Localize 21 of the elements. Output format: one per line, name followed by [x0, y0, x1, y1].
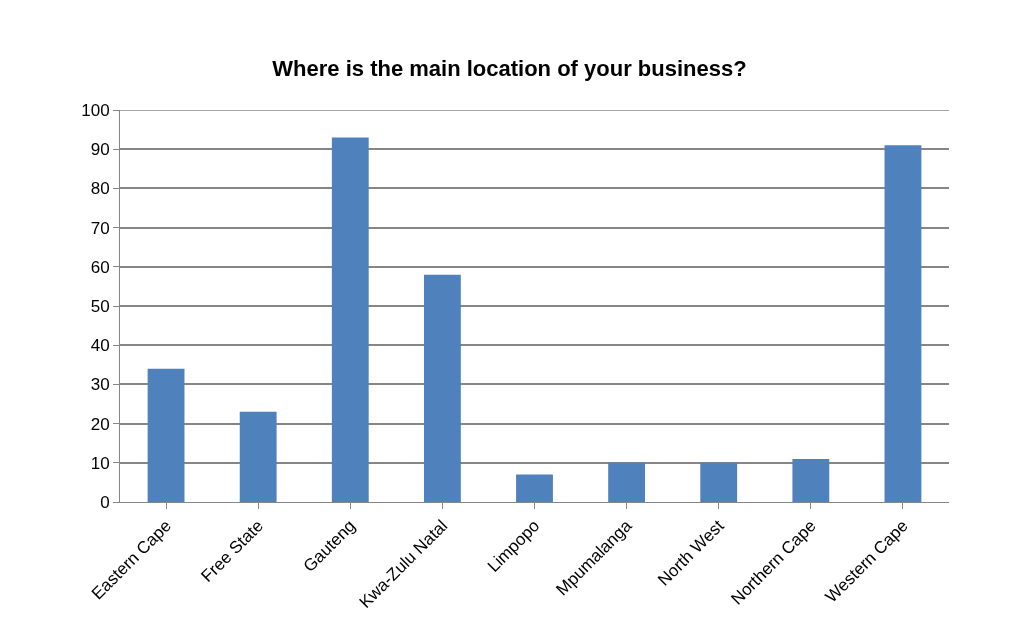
chart-title: Where is the main location of your business? [272, 56, 747, 82]
bar [331, 137, 369, 502]
bar [884, 145, 922, 502]
bar [147, 368, 185, 502]
bar [700, 462, 738, 502]
bar [608, 462, 646, 502]
y-tick-label: 90 [90, 140, 110, 160]
y-tick-label: 0 [100, 492, 110, 512]
bar [516, 474, 553, 502]
y-tick-label: 40 [90, 336, 110, 356]
y-tick-label: 80 [90, 179, 110, 199]
y-tick-label: 20 [90, 414, 110, 434]
bar [792, 458, 830, 502]
y-tick-label: 60 [90, 257, 110, 277]
y-tick-label: 10 [90, 453, 110, 473]
y-tick-label: 100 [81, 100, 110, 120]
y-tick-label: 30 [90, 375, 110, 395]
bar [423, 274, 461, 502]
y-tick-label: 70 [90, 218, 110, 238]
y-tick-label: 50 [90, 296, 110, 316]
bar [239, 411, 277, 502]
